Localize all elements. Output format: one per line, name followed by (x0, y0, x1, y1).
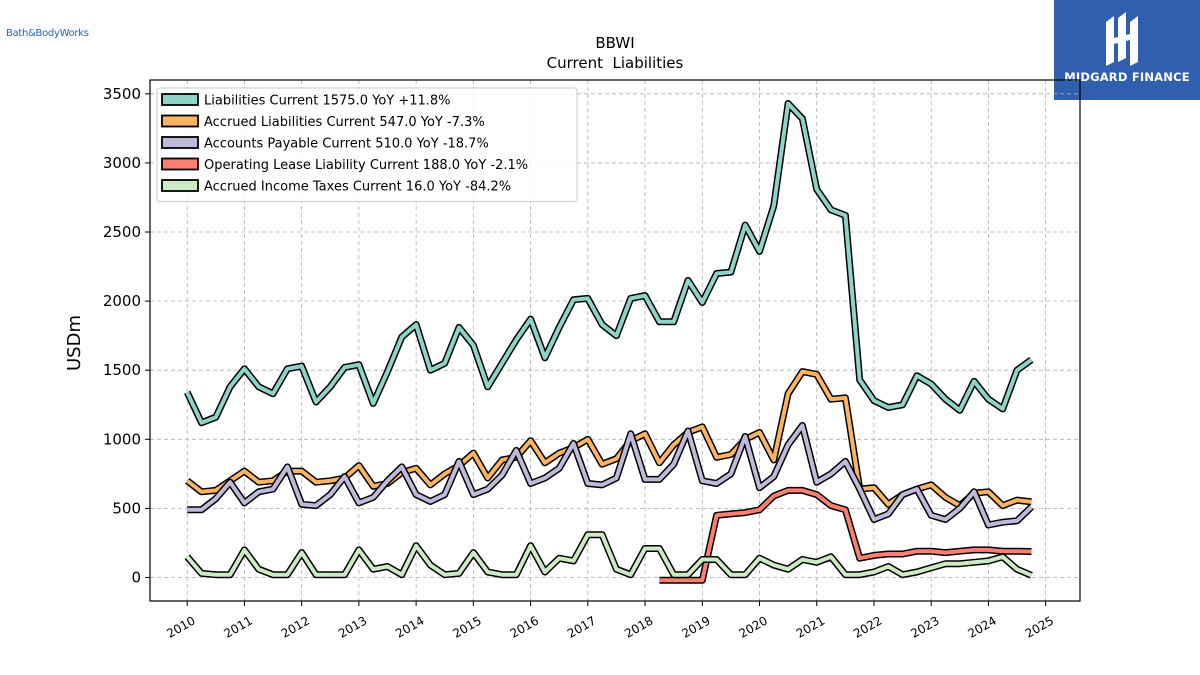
x-tick-label: 2021 (794, 613, 827, 640)
y-tick-label: 1000 (103, 430, 141, 448)
plot-area-frame (149, 79, 1081, 602)
x-tick-label: 2025 (1023, 613, 1056, 640)
chart-title: BBWI (595, 34, 634, 52)
x-tick-label: 2014 (393, 613, 426, 640)
x-tick-label: 2020 (737, 613, 770, 640)
x-tick-label: 2015 (450, 613, 483, 640)
bath-body-works-logo: Bath&BodyWorks (6, 28, 89, 39)
legend-entry: Accounts Payable Current 510.0 YoY -18.7… (204, 137, 489, 152)
midgard-finance-logo: MIDGARD FINANCE (1054, 0, 1200, 100)
legend-entry: Accrued Income Taxes Current 16.0 YoY -8… (204, 180, 511, 195)
legend-swatch (161, 114, 199, 128)
series-outline (187, 422, 1034, 529)
y-tick-label: 500 (112, 499, 141, 517)
midgard-finance-wordmark: MIDGARD FINANCE (1064, 70, 1190, 84)
y-tick-label: 2500 (103, 223, 141, 241)
chart-subtitle: Current Liabilities (547, 54, 684, 72)
series-line (185, 369, 1032, 508)
legend: Liabilities Current 1575.0 YoY +11.8% Acc… (156, 87, 578, 202)
x-tick-label: 2017 (565, 613, 598, 640)
y-tick-label: 3500 (103, 85, 141, 103)
x-tick-label: 2012 (279, 613, 312, 640)
legend-swatch (161, 136, 199, 149)
x-tick-label: 2010 (164, 613, 197, 640)
series-line (187, 423, 1033, 527)
x-tick-label: 2013 (336, 613, 369, 640)
y-tick-label: 0 (131, 569, 141, 587)
x-tick-label: 2019 (679, 613, 712, 640)
y-tick-label: 3000 (103, 154, 141, 172)
legend-swatch (161, 93, 199, 106)
series-lines (184, 100, 1034, 584)
series-line (185, 101, 1033, 425)
x-tick-label: 2018 (622, 613, 655, 640)
x-tick-label: 2016 (508, 613, 541, 640)
legend-swatch (161, 179, 199, 192)
y-axis-label: USDm (64, 315, 85, 371)
y-tick-label: 1500 (103, 361, 141, 379)
y-tick-label: 2000 (103, 292, 141, 310)
legend-entry: Operating Lease Liability Current 188.0 … (204, 158, 528, 173)
legend-swatch (161, 157, 199, 171)
x-tick-label: 2022 (851, 613, 884, 640)
legend-box (156, 87, 578, 202)
x-tick-label: 2024 (965, 613, 998, 640)
x-tick-label: 2023 (908, 613, 941, 640)
series-line (659, 488, 1032, 583)
midgard-logo-icon (1106, 12, 1138, 66)
legend-entry: Liabilities Current 1575.0 YoY +11.8% (204, 94, 451, 109)
series-line (185, 532, 1033, 578)
x-tick-label: 2011 (221, 613, 254, 640)
legend-entry: Accrued Liabilities Current 547.0 YoY -7… (204, 115, 485, 130)
